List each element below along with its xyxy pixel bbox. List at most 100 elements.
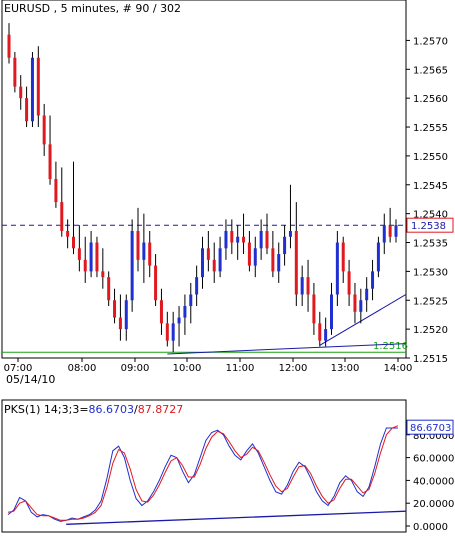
candle-body — [394, 225, 398, 237]
time-tick-label: 07:00 — [4, 363, 33, 374]
candle-body — [330, 294, 333, 330]
candle-body — [277, 254, 281, 272]
osc-current-label: 86.6703 — [410, 423, 451, 434]
candle-body — [183, 306, 187, 318]
candle-body — [376, 242, 380, 272]
candle — [324, 317, 328, 347]
candle-body — [148, 242, 152, 266]
time-tick-label: 14:00 — [384, 363, 413, 374]
candle-body — [294, 230, 298, 295]
candle — [118, 294, 122, 341]
candle-body — [54, 179, 58, 203]
candlesticks — [7, 23, 398, 353]
candle — [130, 219, 134, 312]
candle — [236, 225, 240, 260]
candle — [359, 288, 363, 324]
candle — [19, 75, 23, 110]
candle-body — [335, 242, 339, 295]
candle — [242, 213, 246, 255]
candle-body — [206, 248, 210, 260]
candle-body — [359, 300, 363, 312]
candle-body — [388, 225, 392, 237]
candle — [330, 282, 333, 335]
candle — [341, 236, 345, 283]
candle — [335, 230, 339, 307]
candle — [253, 236, 257, 278]
time-tick-label: 12:00 — [279, 363, 308, 374]
oscillator-lines: 86.6703 — [7, 419, 454, 525]
candle — [189, 282, 193, 324]
price-tick-label: 1.2545 — [413, 181, 448, 192]
candle-body — [72, 236, 75, 249]
candle — [154, 254, 158, 307]
candle-body — [324, 329, 328, 341]
osc-tick-label: 20.0000 — [413, 499, 454, 510]
candle-body — [83, 259, 87, 272]
candle — [113, 288, 117, 324]
candle — [195, 265, 199, 307]
candle — [206, 230, 210, 272]
candle — [288, 184, 292, 249]
price-chart[interactable]: EURUSD , 5 minutes, # 90 / 302 1.25701.2… — [0, 0, 455, 386]
candle — [394, 219, 398, 243]
candle-body — [283, 236, 287, 255]
candle — [77, 225, 81, 272]
candle-body — [212, 259, 216, 272]
candle-body — [42, 115, 46, 145]
current-price-label: 1.2538 — [411, 221, 446, 232]
time-tick-label: 13:00 — [331, 363, 360, 374]
candle-body — [142, 242, 146, 260]
candle-body — [36, 57, 40, 116]
price-tick-label: 1.2525 — [413, 296, 448, 307]
osc-line-red — [7, 425, 399, 521]
candle-body — [253, 248, 257, 266]
candle-body — [236, 236, 240, 243]
candle-body — [201, 248, 204, 278]
candle-body — [130, 230, 134, 301]
candle — [388, 207, 392, 243]
current-price-box — [406, 217, 454, 233]
candle — [72, 161, 75, 255]
price-reference-lines: 1.2538 1.2516 — [2, 217, 454, 355]
price-plot-frame — [1, 0, 407, 359]
candle — [148, 230, 152, 278]
candle — [183, 294, 187, 335]
price-tick-label: 1.2550 — [413, 152, 448, 163]
candle — [224, 219, 228, 260]
oscillator-plot-frame — [1, 399, 407, 533]
oscillator-panel[interactable]: PKS(1) 14;3;3=86.6703/87.8727 80.0000 60.… — [0, 398, 455, 535]
candle — [230, 219, 234, 255]
candle — [136, 207, 140, 272]
candle — [101, 248, 105, 289]
candle — [171, 311, 175, 353]
candle-body — [365, 288, 369, 301]
osc-tick-label: 60.0000 — [413, 454, 454, 465]
candle — [13, 51, 17, 93]
candle-body — [265, 230, 269, 249]
price-chart-panel[interactable]: EURUSD , 5 minutes, # 90 / 302 1.2570 1.2… — [0, 0, 455, 386]
candle-body — [382, 225, 386, 243]
candle-body — [371, 271, 375, 289]
candle — [283, 225, 287, 266]
oscillator-chart[interactable]: PKS(1) 14;3;3=86.6703/87.8727 80.000060.… — [0, 398, 455, 535]
candle-body — [347, 271, 351, 295]
time-axis: 07:00 08:00 09:00 10:00 11:00 12:00 13:00 14:00 — [4, 358, 413, 374]
candle-body — [95, 242, 99, 272]
candle-body — [306, 277, 310, 295]
candle — [177, 306, 181, 347]
candle-body — [30, 57, 34, 122]
candle — [42, 103, 46, 156]
price-tick-label: 1.2555 — [413, 123, 448, 134]
candle-body — [48, 144, 52, 179]
candle-body — [60, 202, 64, 231]
time-tick-label: 11:00 — [226, 363, 255, 374]
candle-body — [353, 294, 357, 312]
candle-body — [118, 317, 122, 330]
candle — [318, 311, 322, 347]
candle — [89, 230, 93, 278]
candle — [382, 213, 386, 255]
candle-body — [107, 277, 111, 301]
candle — [54, 161, 58, 208]
price-tick-label: 1.2540 — [413, 210, 448, 221]
candle-body — [259, 230, 263, 249]
